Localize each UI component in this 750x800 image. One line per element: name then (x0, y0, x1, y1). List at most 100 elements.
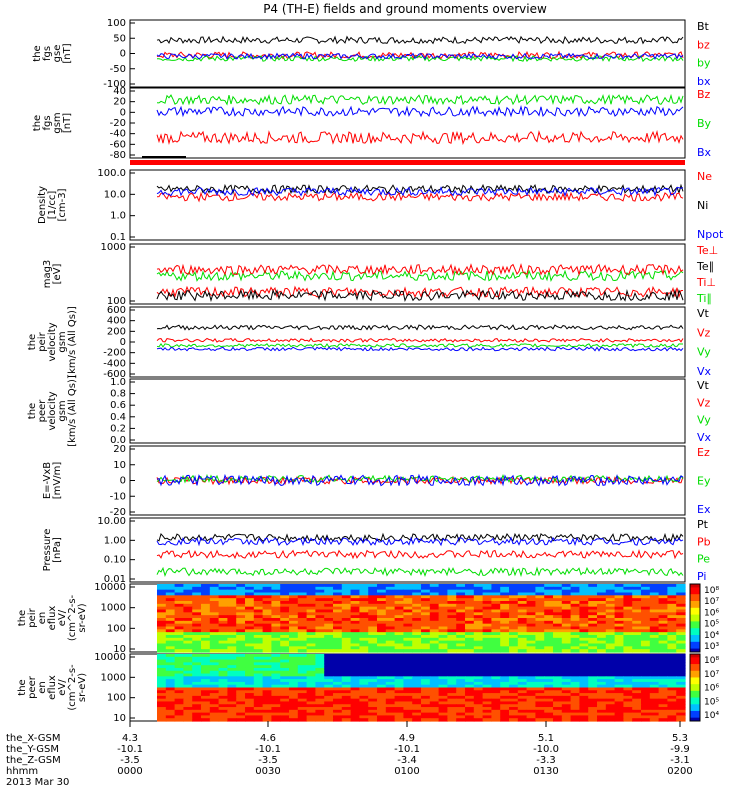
heatmap-cell (201, 586, 211, 591)
heatmap-cell (482, 709, 492, 714)
heatmap-cell (253, 620, 264, 625)
heatmap-cell (649, 707, 660, 711)
heatmap-cell (157, 673, 167, 677)
heatmap-cell (588, 701, 598, 705)
heatmap-cell (438, 592, 448, 596)
heatmap-cell (614, 681, 624, 686)
heatmap-cell (201, 603, 211, 608)
heatmap-cell (517, 603, 528, 608)
heatmap-cell (377, 656, 387, 661)
heatmap-cell (482, 601, 492, 605)
heatmap-cell (561, 595, 572, 599)
heatmap-cell (403, 598, 413, 602)
heatmap-cell (614, 637, 624, 642)
heatmap-cell (641, 709, 651, 714)
heatmap-cell (209, 598, 220, 602)
heatmap-cell (280, 635, 290, 639)
time-axis-value-t: 0030 (255, 766, 280, 777)
heatmap-cell (209, 601, 220, 605)
heatmap-cell (570, 681, 580, 686)
heatmap-cell (438, 684, 448, 689)
heatmap-cell (570, 673, 580, 677)
heatmap-cell (253, 589, 264, 594)
heatmap-cell (262, 606, 272, 611)
heatmap-cell (438, 623, 448, 628)
heatmap-cell (421, 649, 431, 653)
heatmap-cell (315, 676, 325, 680)
heatmap-cell (271, 595, 281, 599)
heatmap-cell (553, 615, 563, 619)
heatmap-cell (253, 637, 264, 642)
heatmap-cell (209, 659, 220, 663)
heatmap-cell (209, 637, 220, 642)
heatmap-cell (227, 704, 237, 708)
colorbar-label: 10⁵ (704, 620, 719, 630)
heatmap-cell (517, 643, 528, 647)
heatmap-cell (429, 690, 440, 694)
row-label-x: the_X-GSM (6, 733, 60, 744)
heatmap-cell (658, 679, 668, 683)
heatmap-cell (236, 643, 246, 647)
heatmap-cell (553, 646, 563, 650)
heatmap-cell (209, 618, 220, 622)
heatmap-cell (262, 586, 272, 591)
heatmap-cell (359, 589, 369, 594)
heatmap-cell (535, 589, 545, 594)
heatmap-cell (183, 709, 193, 714)
heatmap-cell (412, 623, 422, 628)
heatmap-cell (526, 654, 536, 658)
heatmap-cell (561, 626, 572, 630)
heatmap-cell (623, 609, 633, 613)
heatmap-cell (403, 656, 413, 661)
heatmap-cell (315, 586, 325, 591)
heatmap-cell (438, 637, 448, 642)
heatmap-cell (570, 601, 580, 605)
heatmap-cell (245, 601, 255, 605)
heatmap-cell (306, 718, 316, 722)
heatmap-cell (201, 606, 211, 611)
heatmap-cell (289, 629, 299, 633)
heatmap-cell (165, 637, 176, 642)
heatmap-cell (517, 609, 528, 613)
heatmap-cell (614, 715, 624, 719)
heatmap-cell (359, 681, 369, 686)
heatmap-cell (473, 670, 484, 675)
heatmap-cell (509, 595, 519, 599)
heatmap-cell (341, 632, 352, 636)
heatmap-cell (412, 603, 422, 608)
heatmap-cell (174, 670, 184, 675)
heatmap-cell (658, 684, 668, 689)
heatmap-cell (280, 687, 290, 691)
heatmap-cell (535, 612, 545, 616)
heatmap-cell (438, 629, 448, 633)
heatmap-cell (297, 584, 308, 588)
heatmap-cell (165, 601, 176, 605)
colorbar-cell (690, 648, 700, 651)
heatmap-cell (289, 707, 299, 711)
heatmap-cell (641, 704, 651, 708)
heatmap-cell (535, 615, 545, 619)
heatmap-cell (333, 620, 343, 625)
heatmap-cell (350, 612, 360, 616)
heatmap-cell (306, 640, 316, 645)
legend-By: By (697, 117, 712, 130)
heatmap-cell (429, 643, 440, 647)
heatmap-cell (368, 676, 378, 680)
y-axis-label: eflux (47, 675, 58, 700)
heatmap-cell (368, 687, 378, 691)
heatmap-cell (667, 676, 677, 680)
y-tick-label: 0.6 (110, 400, 126, 411)
heatmap-cell (218, 635, 228, 639)
heatmap-cell (209, 609, 220, 613)
heatmap-cell (394, 640, 404, 645)
heatmap-cell (280, 684, 290, 689)
heatmap-cell (201, 589, 211, 594)
heatmap-cell (262, 701, 272, 705)
heatmap-cell (368, 698, 378, 703)
heatmap-cell (324, 676, 334, 680)
heatmap-cell (333, 635, 343, 639)
heatmap-cell (429, 673, 440, 677)
heatmap-cell (403, 626, 413, 630)
heatmap-cell (236, 676, 246, 680)
heatmap-cell (183, 698, 193, 703)
